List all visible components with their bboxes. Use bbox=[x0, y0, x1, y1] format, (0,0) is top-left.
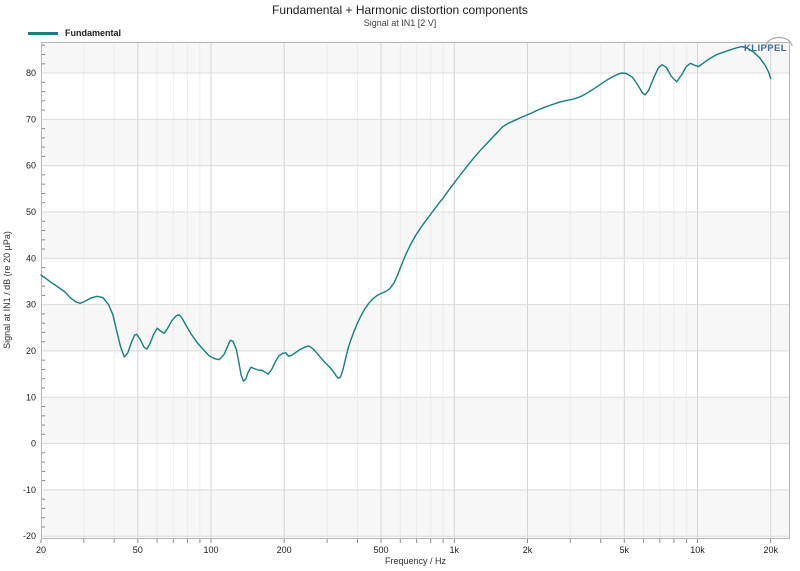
y-tick-label: 60 bbox=[26, 161, 36, 171]
y-tick-label: 0 bbox=[31, 439, 36, 449]
x-tick-label: 2k bbox=[523, 545, 533, 555]
alt-band bbox=[41, 42, 790, 73]
alt-band bbox=[41, 489, 790, 537]
x-axis-title: Frequency / Hz bbox=[384, 556, 447, 566]
y-tick-label: 70 bbox=[26, 114, 36, 124]
klippel-logo: KLIPPEL bbox=[744, 36, 796, 58]
y-tick-label: 80 bbox=[26, 68, 36, 78]
y-tick-label: 40 bbox=[26, 253, 36, 263]
x-tick-label: 20k bbox=[763, 545, 778, 555]
x-tick-label: 1k bbox=[450, 545, 460, 555]
legend: Fundamental bbox=[28, 28, 121, 38]
y-tick-label: -10 bbox=[23, 485, 36, 495]
x-tick-label: 5k bbox=[620, 545, 630, 555]
y-tick-label: 20 bbox=[26, 346, 36, 356]
x-tick-label: 50 bbox=[133, 545, 143, 555]
alt-band bbox=[41, 304, 790, 351]
x-tick-label: 500 bbox=[373, 545, 388, 555]
legend-line-swatch bbox=[28, 31, 58, 35]
y-tick-label: 50 bbox=[26, 207, 36, 217]
alt-band bbox=[41, 397, 790, 444]
klippel-logo-text: KLIPPEL bbox=[744, 43, 787, 54]
chart-title: Fundamental + Harmonic distortion compon… bbox=[272, 3, 528, 17]
series-line-fundamental bbox=[40, 45, 772, 382]
y-tick-label: 30 bbox=[26, 300, 36, 310]
klippel-arc-icon bbox=[765, 36, 793, 48]
x-tick-label: 100 bbox=[203, 545, 218, 555]
plot-svg: -20 -10 0 10 20 30 40 50 60 70 80 20 50 100 200 500 1k 2k… bbox=[23, 42, 790, 555]
x-tick-label: 20 bbox=[36, 545, 46, 555]
x-tick-label: 200 bbox=[277, 545, 292, 555]
alt-band bbox=[41, 119, 790, 166]
y-tick-label: -20 bbox=[23, 531, 36, 541]
y-tick-label: 10 bbox=[26, 392, 36, 402]
plot-area: -20 -10 0 10 20 30 40 50 60 70 80 20 50 100 200 500 1k 2k… bbox=[23, 42, 790, 555]
plot-border bbox=[41, 42, 790, 539]
chart-subtitle: Signal at IN1 [2 V] bbox=[363, 18, 437, 28]
x-tick-label: 10k bbox=[690, 545, 705, 555]
legend-label: Fundamental bbox=[65, 28, 122, 38]
y-axis-title: Signal at IN1 / dB (re 20 µPa) bbox=[2, 231, 12, 349]
